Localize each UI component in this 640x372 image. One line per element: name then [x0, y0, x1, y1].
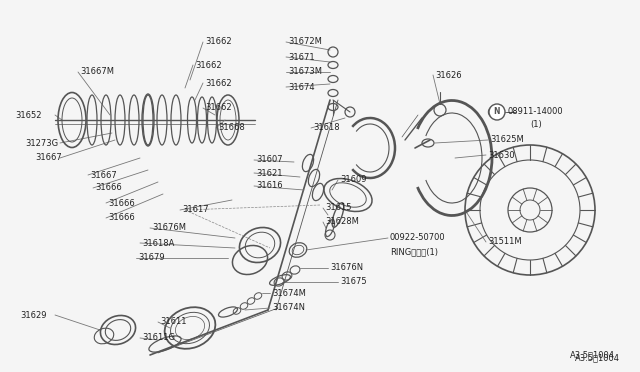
Text: 31617: 31617 [182, 205, 209, 215]
Text: RINGリング(1): RINGリング(1) [390, 247, 438, 257]
Text: 31511M: 31511M [488, 237, 522, 247]
Text: 31629: 31629 [20, 311, 47, 320]
Text: 31626: 31626 [435, 71, 461, 80]
Text: 31621: 31621 [256, 169, 282, 177]
Text: 31615: 31615 [325, 203, 351, 212]
Text: 31625M: 31625M [490, 135, 524, 144]
Text: 31667M: 31667M [80, 67, 114, 77]
Text: N: N [491, 108, 497, 116]
Text: 08911-14000: 08911-14000 [508, 108, 564, 116]
Text: 31618: 31618 [313, 124, 340, 132]
Text: 31607: 31607 [256, 155, 283, 164]
Text: 31609: 31609 [340, 176, 367, 185]
Text: 31676N: 31676N [330, 263, 363, 273]
Text: 31667: 31667 [35, 154, 61, 163]
Text: 31666: 31666 [108, 199, 135, 208]
Text: 31666: 31666 [95, 183, 122, 192]
Text: 31676M: 31676M [152, 224, 186, 232]
Text: 31616: 31616 [256, 182, 283, 190]
Text: 31652: 31652 [15, 110, 42, 119]
Text: A3.5　1004: A3.5 1004 [575, 353, 620, 362]
Text: 31672M: 31672M [288, 38, 322, 46]
Text: 31611: 31611 [160, 317, 186, 327]
Text: 31611G: 31611G [142, 334, 175, 343]
Text: 31667: 31667 [90, 170, 116, 180]
Text: 00922-50700: 00922-50700 [390, 234, 445, 243]
Text: 31666: 31666 [108, 214, 135, 222]
Text: 31662: 31662 [205, 38, 232, 46]
Text: 31673M: 31673M [288, 67, 322, 77]
Text: 31671: 31671 [288, 52, 315, 61]
Text: 31662: 31662 [205, 78, 232, 87]
Text: 31630: 31630 [488, 151, 515, 160]
Text: 31628M: 31628M [325, 218, 359, 227]
Text: 31674M: 31674M [272, 289, 306, 298]
Text: 31674N: 31674N [272, 304, 305, 312]
Text: 31674: 31674 [288, 83, 315, 92]
Text: A3.5　1004: A3.5 1004 [570, 350, 615, 359]
Text: 31618A: 31618A [142, 238, 174, 247]
Text: N: N [493, 108, 500, 116]
Text: 31668: 31668 [218, 124, 244, 132]
Text: 31675: 31675 [340, 278, 367, 286]
Text: (1): (1) [530, 121, 541, 129]
Circle shape [489, 104, 505, 120]
Text: 31662: 31662 [205, 103, 232, 112]
Text: 31662: 31662 [195, 61, 221, 70]
Text: 31679: 31679 [138, 253, 164, 263]
Text: 31273G: 31273G [25, 138, 58, 148]
